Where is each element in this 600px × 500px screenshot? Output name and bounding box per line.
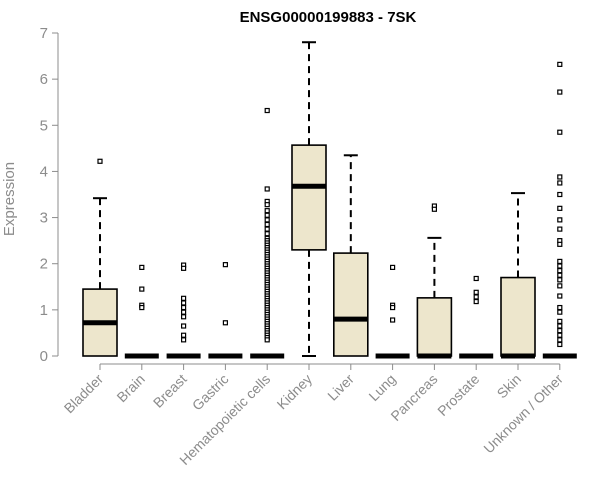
box (332, 252, 369, 357)
outlier-point (390, 317, 396, 323)
outlier-point (97, 158, 103, 164)
outlier-point (557, 263, 563, 269)
outlier-point (264, 337, 270, 343)
outlier-point (181, 314, 187, 320)
outlier-point (264, 186, 270, 192)
outlier-point (390, 264, 396, 271)
outlier-point (557, 129, 563, 135)
outlier-point (181, 265, 187, 271)
outlier-point (181, 332, 187, 338)
outlier-point (181, 304, 187, 311)
outlier-point (264, 221, 270, 228)
outlier-point (473, 275, 479, 282)
box (500, 276, 536, 357)
outlier-point (557, 332, 563, 338)
outlier-point (557, 323, 563, 329)
x-tick-label: Breast (150, 371, 190, 411)
outlier-point (390, 304, 396, 311)
outlier-point (557, 61, 563, 67)
outlier-point (557, 268, 563, 274)
outlier-point (557, 191, 563, 198)
outlier-point (557, 89, 563, 95)
outlier-point (264, 226, 270, 232)
outlier-point (557, 341, 563, 348)
box (416, 297, 453, 357)
x-tick-label: Unknown / Other (480, 371, 566, 457)
x-tick-label: Liver (324, 371, 357, 404)
outlier-point (264, 231, 270, 237)
outlier-point (431, 206, 437, 212)
outlier-point (557, 272, 563, 278)
outlier-point (473, 289, 479, 295)
outlier-point (557, 174, 563, 180)
x-tick-label: Bladder (61, 371, 107, 417)
outlier-point (557, 277, 563, 283)
outlier-point (557, 258, 563, 265)
outlier-point (557, 318, 563, 324)
outlier-point (181, 309, 187, 315)
outlier-point (557, 241, 563, 247)
outlier-point (139, 264, 145, 271)
chart-title: ENSG00000199883 - 7SK (240, 9, 417, 26)
y-axis-label: Expression (1, 162, 18, 236)
y-tick-label: 5 (40, 117, 48, 134)
outlier-point (181, 337, 187, 343)
outlier-point (264, 217, 270, 223)
outlier-point (264, 107, 270, 114)
outlier-point (557, 180, 563, 186)
outlier-point (557, 309, 563, 315)
outlier-point (264, 212, 270, 218)
outlier-point (139, 304, 145, 311)
outlier-point (181, 295, 187, 301)
y-tick-label: 0 (40, 348, 48, 365)
outlier-point (139, 286, 145, 292)
outlier-point (222, 262, 228, 268)
outlier-point (557, 226, 563, 232)
x-tick-label: Lung (365, 371, 398, 404)
y-tick-label: 3 (40, 210, 48, 227)
box (291, 144, 327, 251)
outlier-point (222, 320, 228, 326)
outlier-point (557, 217, 563, 223)
y-tick-label: 6 (40, 71, 48, 88)
outlier-point (557, 328, 563, 334)
outlier-point (181, 300, 187, 306)
y-tick-label: 7 (40, 25, 48, 42)
outlier-point (473, 294, 479, 300)
outlier-point (557, 283, 563, 289)
outlier-point (181, 323, 187, 329)
outlier-point (473, 298, 479, 305)
outlier-point (264, 202, 270, 208)
outlier-point (264, 208, 270, 214)
x-tick-label: Skin (494, 371, 525, 402)
outlier-point (557, 337, 563, 343)
outlier-point (557, 304, 563, 311)
y-tick-label: 2 (40, 256, 48, 273)
x-tick-label: Prostate (434, 371, 482, 419)
y-tick-label: 1 (40, 302, 48, 319)
x-tick-label: Brain (113, 371, 147, 405)
outlier-point (557, 293, 563, 299)
x-tick-label: Kidney (274, 371, 316, 413)
y-tick-label: 4 (40, 163, 48, 180)
outlier-point (557, 205, 563, 211)
